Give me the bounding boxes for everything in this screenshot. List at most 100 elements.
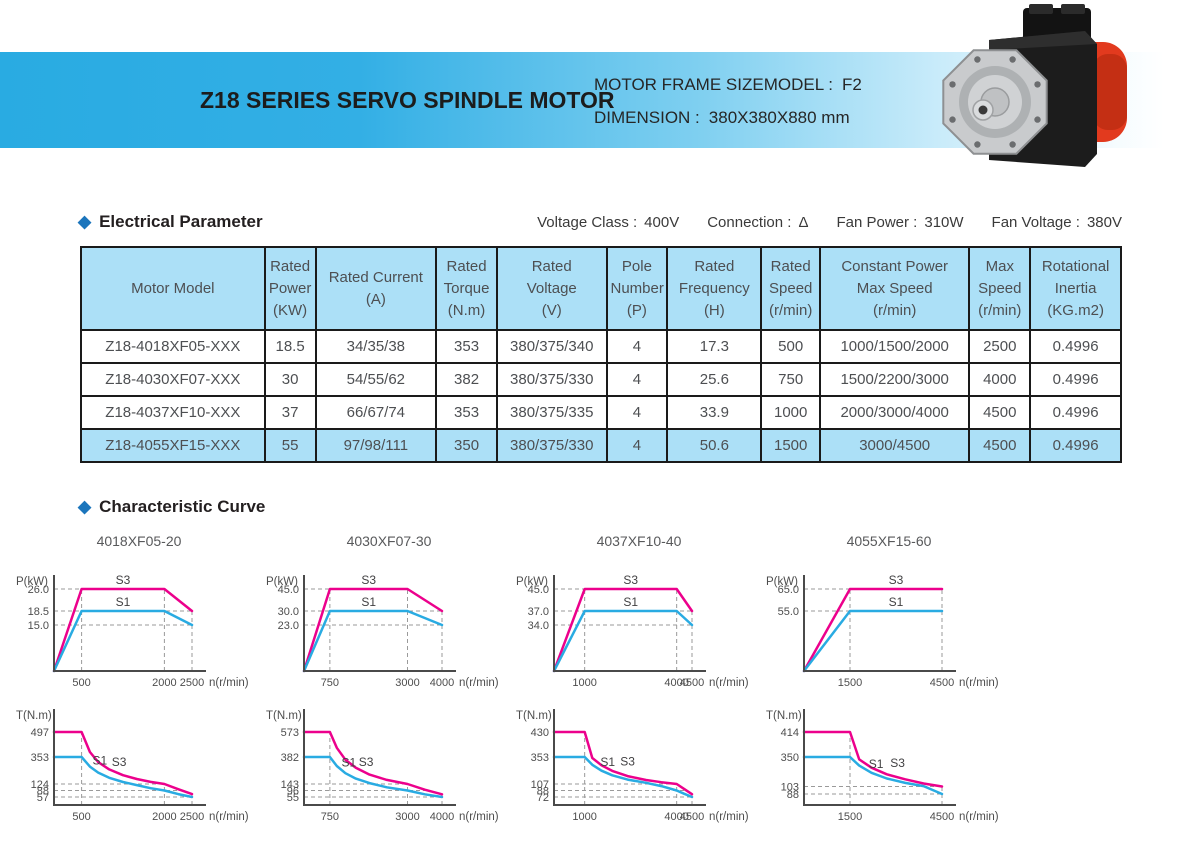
series-s1-label: S1	[889, 595, 904, 609]
y-tick-label: 55	[287, 792, 299, 804]
y-tick-label: 414	[781, 727, 799, 739]
table-cell: 0.4996	[1029, 428, 1122, 464]
x-tick-label: 1500	[838, 677, 862, 689]
column-header: Motor Model	[80, 245, 266, 332]
y-axis-label: T(N.m)	[516, 710, 552, 722]
y-tick-label: 45.0	[278, 584, 299, 596]
motor-product-image	[942, 4, 1127, 167]
table-cell: 353	[435, 395, 498, 431]
x-axis-label: n(r/min)	[459, 811, 499, 823]
table-row: Z18-4055XF15-XXX 55 97/98/111 350 380/375/33…	[80, 428, 1122, 464]
y-tick-label: 45.0	[528, 584, 549, 596]
column-header: Max Speed (r/min)	[968, 245, 1032, 332]
table-cell: 0.4996	[1029, 329, 1122, 365]
table-cell: 380/375/330	[495, 428, 608, 464]
electrical-parameter-title: Electrical Parameter	[99, 212, 263, 231]
series-s3-label: S3	[112, 755, 127, 769]
series-s3-label: S3	[623, 573, 638, 587]
series-s1-curve	[802, 756, 944, 796]
x-tick-label: 4500	[680, 811, 704, 823]
charts-grid: S3 S1 26.0 18.5 15.0 500 2000 2500 P(kW) n(r/min)…	[14, 571, 1200, 837]
y-tick-label: 143	[281, 779, 299, 791]
x-tick-label: 4500	[930, 677, 954, 689]
x-tick-label: 4000	[430, 811, 454, 823]
series-s3-curve	[802, 731, 944, 788]
x-axis-label: n(r/min)	[709, 811, 749, 823]
y-axis-label: P(kW)	[266, 576, 298, 588]
table-cell: 4500	[968, 428, 1032, 464]
y-tick-label: 353	[531, 752, 549, 764]
series-s3-label: S3	[620, 755, 635, 769]
spec-list: Voltage Class : 400V Connection : Δ Fan Powe…	[537, 214, 1122, 231]
y-tick-label: 88	[537, 786, 549, 798]
y-tick-label: 573	[281, 727, 299, 739]
series-s1-label: S1	[361, 595, 376, 609]
model-info: MOTOR FRAME SIZEMODEL : F2 DIMENSION : 380…	[594, 68, 862, 134]
spec-value: 400V	[644, 214, 680, 231]
table-cell: 380/375/330	[495, 362, 608, 398]
table-cell: 18.5	[263, 329, 317, 365]
series-s1-curve	[302, 756, 444, 799]
chart-title: 4037XF10-40	[596, 533, 682, 550]
chart-title: 4018XF05-20	[96, 533, 182, 550]
spec-value: 310W	[924, 214, 964, 231]
series-s3-curve	[552, 588, 694, 673]
y-tick-label: 350	[781, 752, 799, 764]
power-chart-4018XF05-20: S3 S1 26.0 18.5 15.0 500 2000 2500 P(kW) n(r/min)	[16, 573, 249, 689]
table-cell: 33.9	[666, 395, 763, 431]
y-tick-label: 382	[281, 752, 299, 764]
table-cell: Z18-4018XF05-XXX	[80, 329, 266, 365]
x-tick-label: 4500	[680, 677, 704, 689]
y-axis-label: T(N.m)	[266, 710, 302, 722]
y-tick-label: 55.0	[778, 606, 799, 618]
x-tick-label: 4000	[664, 677, 688, 689]
table-cell: 54/55/62	[314, 362, 438, 398]
series-s1-label: S1	[623, 595, 638, 609]
table-cell: 1500	[760, 428, 821, 464]
spec-item: Connection : Δ	[707, 214, 808, 231]
x-tick-label: 4500	[930, 811, 954, 823]
power-chart-4055XF15-60: S3 S1 65.0 55.0 1500 4500 P(kW) n(r/min)	[766, 573, 999, 689]
series-s1-label: S1	[116, 595, 131, 609]
table-cell: 97/98/111	[314, 428, 438, 464]
y-axis-label: P(kW)	[516, 576, 548, 588]
spec-label: Connection :	[707, 214, 792, 231]
y-tick-label: 96	[287, 786, 299, 798]
table-row: Z18-4018XF05-XXX 18.5 34/35/38 353 380/375/3…	[80, 329, 1122, 365]
x-axis-label: n(r/min)	[459, 677, 499, 689]
table-cell: 2000/3000/4000	[818, 395, 971, 431]
characteristic-curve-heading: Characteristic Curve	[78, 497, 1200, 517]
series-s3-curve	[802, 588, 944, 673]
spec-label: Fan Power :	[836, 214, 918, 231]
frame-size-label: MOTOR FRAME SIZEMODEL :	[594, 75, 833, 94]
table-cell: 0.4996	[1029, 395, 1122, 431]
series-s1-label: S1	[342, 756, 357, 770]
chart-title: 4055XF15-60	[846, 533, 932, 550]
series-s1-label: S1	[92, 754, 107, 768]
y-tick-label: 18.5	[28, 606, 49, 618]
series-s1-curve	[552, 756, 694, 799]
series-s3-label: S3	[116, 573, 131, 587]
series-s3-curve	[302, 588, 444, 673]
table-cell: 4	[605, 428, 669, 464]
dimension-label: DIMENSION :	[594, 108, 700, 128]
x-tick-label: 2000	[152, 677, 176, 689]
series-s1-label: S1	[600, 755, 615, 769]
dimension-value: 380X380X880 mm	[708, 108, 850, 128]
table-cell: 350	[435, 428, 498, 464]
x-tick-label: 3000	[395, 811, 419, 823]
y-tick-label: 353	[31, 752, 49, 764]
x-tick-label: 2000	[152, 811, 176, 823]
table-cell: 750	[760, 362, 821, 398]
page-title: Z18 SERIES SERVO SPINDLE MOTOR	[200, 86, 615, 113]
power-chart-4030XF07-30: S3 S1 45.0 30.0 23.0 750 3000 4000 P(kW) n(r/min)	[266, 573, 499, 689]
series-s3-label: S3	[361, 573, 376, 587]
table-cell: 4	[605, 395, 669, 431]
table-cell: 25.6	[666, 362, 763, 398]
table-cell: 380/375/335	[495, 395, 608, 431]
spec-item: Fan Power : 310W	[836, 214, 963, 231]
table-cell: 0.4996	[1029, 362, 1122, 398]
chart-title: 4030XF07-30	[346, 533, 432, 550]
y-tick-label: 30.0	[278, 606, 299, 618]
